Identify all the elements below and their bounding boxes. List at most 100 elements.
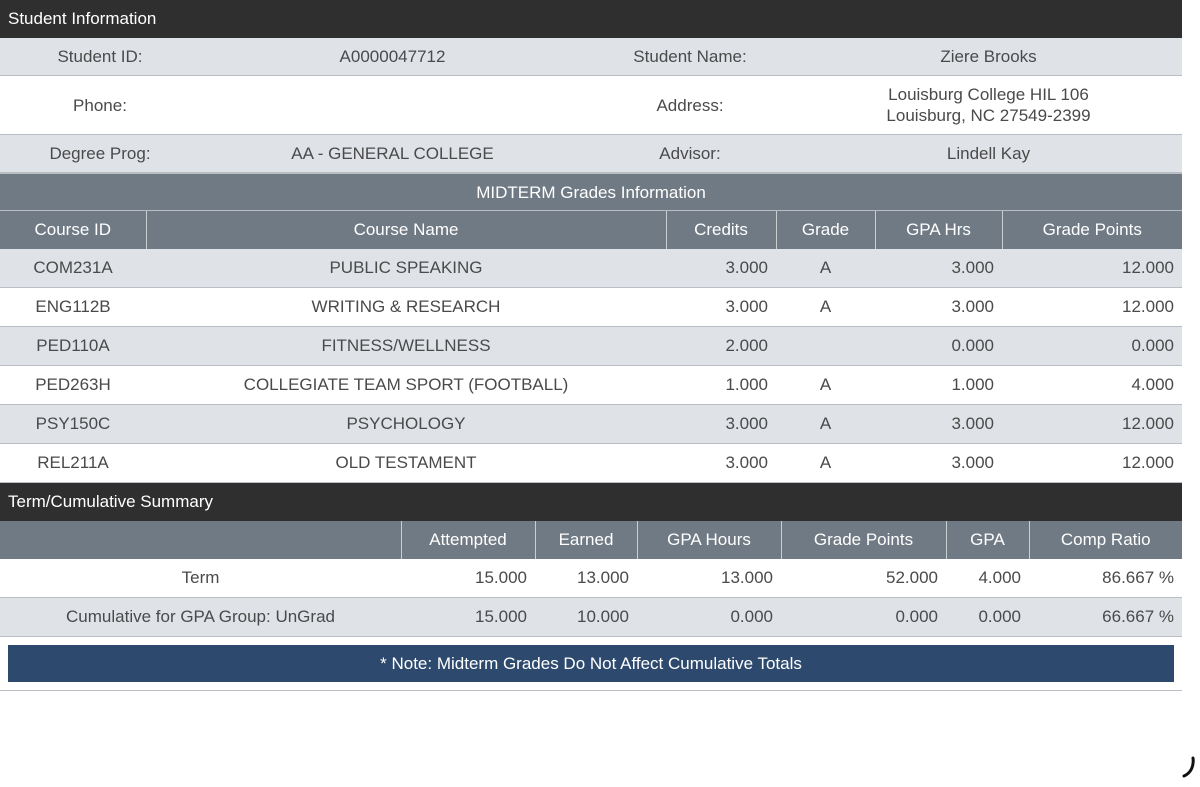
summary-rows: Term 15.000 13.000 13.000 52.000 4.000 86.667 … (0, 559, 1182, 637)
col-course-name: Course Name (146, 211, 667, 249)
credits-cell: 2.000 (666, 326, 776, 366)
course-row: PED110A FITNESS/WELLNESS 2.000 0.000 0.000 (0, 326, 1182, 366)
credits-cell: 3.000 (666, 287, 776, 327)
grade-cell: A (776, 365, 875, 405)
col-attempted: Attempted (401, 521, 536, 559)
course-name-cell: OLD TESTAMENT (146, 443, 666, 483)
student-id-row: Student ID: A0000047712 Student Name: Zi… (0, 38, 1182, 76)
grade-points-cell: 12.000 (1002, 287, 1182, 327)
summary-header-row: Attempted Earned GPA Hours Grade Points … (0, 521, 1182, 559)
course-name-cell: PUBLIC SPEAKING (146, 249, 666, 288)
col-grade: Grade (776, 211, 876, 249)
col-gpa-hours: GPA Hours (637, 521, 782, 559)
grade-points-cell: 4.000 (1002, 365, 1182, 405)
midterm-grades-table: Course ID Course Name Credits Grade GPA … (0, 211, 1182, 483)
address-line-1: Louisburg College HIL 106 (888, 85, 1089, 104)
col-comp-ratio: Comp Ratio (1029, 521, 1182, 559)
course-row: PSY150C PSYCHOLOGY 3.000 A 3.000 12.000 (0, 404, 1182, 444)
col-gpa-hrs: GPA Hrs (875, 211, 1003, 249)
grades-page: Student Information Student ID: A0000047… (0, 0, 1182, 691)
degree-value: AA - GENERAL COLLEGE (200, 134, 585, 173)
summary-label-cell: Cumulative for GPA Group: UnGrad (0, 597, 401, 637)
col-course-id: Course ID (0, 211, 147, 249)
student-info-table: Student ID: A0000047712 Student Name: Zi… (0, 38, 1182, 173)
gpa-hrs-cell: 3.000 (875, 249, 1002, 288)
gpa-hrs-cell: 3.000 (875, 443, 1002, 483)
earned-cell: 13.000 (535, 559, 637, 598)
summary-row: Cumulative for GPA Group: UnGrad 15.000 10… (0, 597, 1182, 637)
summary-row: Term 15.000 13.000 13.000 52.000 4.000 86.667 … (0, 559, 1182, 598)
midterm-title: MIDTERM Grades Information (0, 173, 1182, 211)
course-row: COM231A PUBLIC SPEAKING 3.000 A 3.000 12.000 (0, 249, 1182, 288)
phone-label: Phone: (0, 75, 200, 135)
attempted-cell: 15.000 (401, 597, 535, 637)
gpa-hrs-cell: 3.000 (875, 404, 1002, 444)
course-row: ENG112B WRITING & RESEARCH 3.000 A 3.000 12.0… (0, 287, 1182, 327)
scroll-indicator-icon (1182, 756, 1195, 778)
comp-ratio-cell: 66.667 % (1029, 597, 1182, 637)
course-id-cell: COM231A (0, 249, 146, 288)
grade-cell: A (776, 404, 875, 444)
summary-grade-points-cell: 0.000 (781, 597, 946, 637)
student-name-label: Student Name: (585, 38, 795, 76)
course-name-cell: PSYCHOLOGY (146, 404, 666, 444)
degree-row: Degree Prog: AA - GENERAL COLLEGE Adviso… (0, 134, 1182, 173)
course-id-cell: PED263H (0, 365, 146, 405)
course-name-cell: WRITING & RESEARCH (146, 287, 666, 327)
course-row: PED263H COLLEGIATE TEAM SPORT (FOOTBALL) 1… (0, 365, 1182, 405)
col-grade-points: Grade Points (1002, 211, 1182, 249)
address-label: Address: (585, 75, 795, 135)
grade-points-cell: 12.000 (1002, 249, 1182, 288)
student-name-value: Ziere Brooks (795, 38, 1182, 76)
course-id-cell: PSY150C (0, 404, 146, 444)
col-summary-grade-points: Grade Points (781, 521, 947, 559)
student-id-label: Student ID: (0, 38, 200, 76)
note-container: * Note: Midterm Grades Do Not Affect Cum… (0, 637, 1182, 691)
advisor-label: Advisor: (585, 134, 795, 173)
summary-label-cell: Term (0, 559, 401, 598)
grade-cell (776, 326, 875, 366)
address-value: Louisburg College HIL 106 Louisburg, NC … (795, 75, 1182, 135)
student-info-title: Student Information (0, 0, 1182, 38)
course-id-cell: PED110A (0, 326, 146, 366)
comp-ratio-cell: 86.667 % (1029, 559, 1182, 598)
gpa-hours-cell: 13.000 (637, 559, 781, 598)
course-row: REL211A OLD TESTAMENT 3.000 A 3.000 12.000 (0, 443, 1182, 483)
credits-cell: 3.000 (666, 443, 776, 483)
phone-value (200, 75, 585, 135)
midterm-header-row: Course ID Course Name Credits Grade GPA … (0, 211, 1182, 249)
earned-cell: 10.000 (535, 597, 637, 637)
summary-grade-points-cell: 52.000 (781, 559, 946, 598)
course-id-cell: REL211A (0, 443, 146, 483)
contact-row: Phone: Address: Louisburg College HIL 10… (0, 75, 1182, 135)
course-id-cell: ENG112B (0, 287, 146, 327)
grade-points-cell: 12.000 (1002, 404, 1182, 444)
advisor-value: Lindell Kay (795, 134, 1182, 173)
grade-points-cell: 12.000 (1002, 443, 1182, 483)
gpa-hours-cell: 0.000 (637, 597, 781, 637)
credits-cell: 1.000 (666, 365, 776, 405)
gpa-cell: 0.000 (946, 597, 1029, 637)
grade-cell: A (776, 249, 875, 288)
degree-label: Degree Prog: (0, 134, 200, 173)
summary-title: Term/Cumulative Summary (0, 483, 1182, 521)
course-name-cell: FITNESS/WELLNESS (146, 326, 666, 366)
col-summary-blank (0, 521, 402, 559)
course-name-cell: COLLEGIATE TEAM SPORT (FOOTBALL) (146, 365, 666, 405)
address-line-2: Louisburg, NC 27549-2399 (886, 106, 1091, 125)
midterm-rows: COM231A PUBLIC SPEAKING 3.000 A 3.000 12.000 E… (0, 249, 1182, 483)
gpa-cell: 4.000 (946, 559, 1029, 598)
col-credits: Credits (666, 211, 777, 249)
gpa-hrs-cell: 1.000 (875, 365, 1002, 405)
gpa-hrs-cell: 0.000 (875, 326, 1002, 366)
grade-cell: A (776, 443, 875, 483)
midterm-note: * Note: Midterm Grades Do Not Affect Cum… (8, 645, 1174, 682)
col-earned: Earned (535, 521, 638, 559)
credits-cell: 3.000 (666, 249, 776, 288)
student-id-value: A0000047712 (200, 38, 585, 76)
gpa-hrs-cell: 3.000 (875, 287, 1002, 327)
summary-table: Attempted Earned GPA Hours Grade Points … (0, 521, 1182, 637)
col-gpa: GPA (946, 521, 1030, 559)
grade-cell: A (776, 287, 875, 327)
attempted-cell: 15.000 (401, 559, 535, 598)
